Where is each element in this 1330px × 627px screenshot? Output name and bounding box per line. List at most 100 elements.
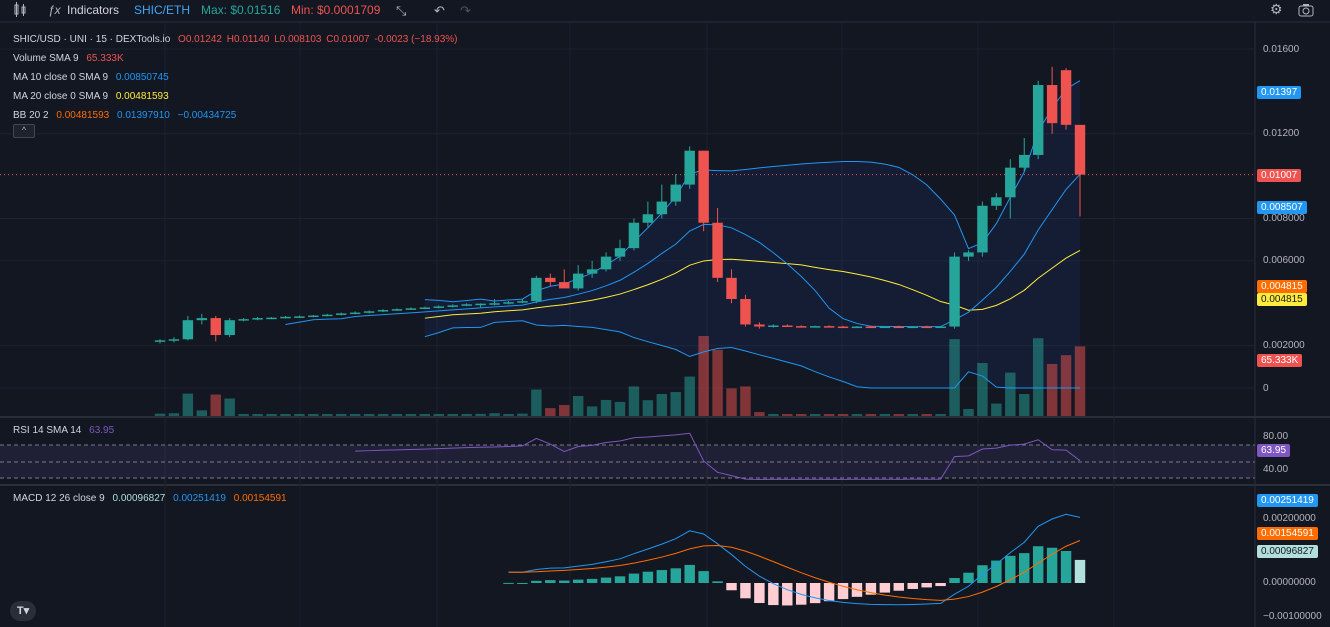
bb-legend[interactable]: BB 20 2 0.00481593 0.01397910 −0.0043472… [13, 110, 241, 121]
macd-histogram-bar [698, 571, 709, 583]
candle-body [322, 314, 333, 317]
volume-bar [893, 414, 905, 416]
macd-histogram-bar [517, 582, 528, 584]
bollinger-band-fill [424, 80, 1080, 389]
macd-histogram-bar [865, 583, 877, 595]
undo-icon[interactable]: ↶ [434, 3, 445, 18]
volume-bar [475, 413, 486, 416]
fx-icon[interactable]: ƒx [48, 3, 61, 17]
max-price-label: Max: $0.01516 [201, 3, 281, 17]
macd-histogram-bar [768, 583, 779, 606]
volume-bar [559, 405, 570, 416]
volume-bar [907, 414, 918, 416]
volume-bar [461, 414, 472, 416]
volume-bar [698, 336, 709, 416]
high-value: H0.01140 [226, 34, 270, 45]
volume-bar [545, 408, 556, 416]
volume-bar [1074, 346, 1086, 416]
candle-body [726, 277, 737, 300]
macd-signal-tag: 0.00154591 [1257, 527, 1318, 540]
candle-body [489, 303, 500, 305]
candle-body [224, 320, 235, 336]
candle-body [670, 184, 681, 202]
candle-body [377, 310, 389, 312]
ma10-legend[interactable]: MA 10 close 0 SMA 9 0.00850745 [13, 72, 174, 83]
volume-bar [405, 414, 417, 416]
candle-body [921, 326, 932, 329]
candle-body [168, 339, 180, 341]
price-tick: 0.01200 [1263, 128, 1300, 139]
candle-body [433, 306, 445, 308]
candle-body [405, 308, 417, 310]
volume-legend[interactable]: Volume SMA 9 65.333K [13, 53, 129, 64]
volume-label: Volume SMA 9 [13, 53, 79, 64]
candle-body [712, 222, 723, 278]
macd-histogram-bar [795, 583, 807, 605]
candle-body [628, 222, 640, 249]
macd-hist-value: 0.00096827 [112, 493, 166, 504]
redo-icon[interactable]: ↷ [460, 3, 471, 18]
open-value: O0.01242 [178, 34, 222, 45]
macd-tick: 0.00000000 [1263, 577, 1316, 588]
min-price-label: Min: $0.0001709 [291, 3, 381, 17]
volume-bar [726, 388, 737, 416]
camera-icon[interactable] [1298, 3, 1314, 20]
candle-body [809, 326, 821, 328]
macd-signal-line [508, 540, 1081, 601]
pair-switch-link[interactable]: SHIC/ETH [134, 3, 191, 17]
volume-tag: 65.333K [1257, 354, 1303, 367]
candle-body [837, 326, 849, 329]
volume-bar [949, 339, 960, 416]
volume-bar [684, 376, 695, 416]
collapse-legend-button[interactable]: ^ [13, 124, 35, 138]
settings-gear-icon[interactable]: ⚙ [1270, 1, 1283, 17]
ma20-legend[interactable]: MA 20 close 0 SMA 9 0.00481593 [13, 91, 174, 102]
volume-bar [1019, 394, 1030, 416]
candle-body [475, 303, 486, 306]
volume-bar [991, 403, 1002, 416]
macd-histogram-bar [1046, 547, 1058, 583]
close-value: C0.01007 [326, 34, 370, 45]
macd-hist-tag: 0.00096827 [1257, 545, 1318, 558]
volume-bar [851, 414, 863, 416]
macd-histogram-bar [656, 570, 668, 583]
macd-histogram-bar [531, 580, 542, 583]
macd-histogram-bar [740, 583, 751, 599]
macd-histogram-bar [935, 583, 946, 587]
macd-signal-value: 0.00154591 [233, 493, 287, 504]
candle-body [280, 316, 291, 319]
volume-bar [768, 414, 779, 416]
macd-histogram-bar [823, 583, 835, 602]
macd-legend[interactable]: MACD 12 26 close 9 0.00096827 0.00251419… [13, 493, 292, 504]
price-tick: 0.008000 [1263, 213, 1305, 224]
candle-body [391, 309, 403, 311]
candle-body [1046, 85, 1058, 124]
candle-body [614, 248, 626, 257]
candlestick-type-icon[interactable] [12, 2, 28, 21]
candle-body [879, 326, 891, 329]
ma20-value: 0.00481593 [115, 91, 169, 102]
symbol-title: SHIC/USD · UNI · 15 · DEXTools.io [13, 34, 171, 45]
volume-bar [182, 393, 194, 416]
bb-lower-value: −0.00434725 [177, 110, 237, 121]
candle-body [1019, 154, 1030, 168]
candle-body [266, 317, 277, 320]
macd-histogram-bar [586, 578, 598, 583]
rsi-legend[interactable]: RSI 14 SMA 14 63.95 [13, 425, 119, 436]
volume-bar [823, 414, 835, 416]
volume-bar [210, 394, 221, 416]
candle-body [182, 320, 194, 340]
candle-body [517, 301, 528, 303]
volume-bar [935, 414, 946, 416]
candle-body [294, 316, 305, 318]
macd-histogram-bar [559, 580, 570, 583]
indicators-button[interactable]: Indicators [67, 3, 120, 17]
tradingview-logo[interactable]: T▾ [10, 601, 36, 621]
volume-bar [363, 413, 375, 416]
candle-body [545, 277, 556, 283]
fullscreen-icon[interactable]: ⤡ [396, 3, 407, 18]
low-value: L0.008103 [274, 34, 322, 45]
rsi-value-tag: 63.95 [1257, 444, 1291, 457]
macd-histogram-bar [1074, 559, 1086, 583]
